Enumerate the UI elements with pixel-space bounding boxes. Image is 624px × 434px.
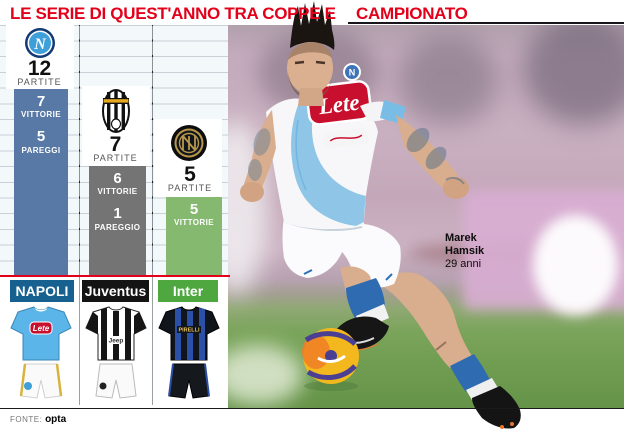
player-caption: Marek Hamsik 29 anni — [445, 232, 484, 271]
inter-vittorie-label: VITTORIE — [174, 218, 214, 228]
player-age: 29 anni — [445, 258, 482, 270]
napoli-partite-value: 12 — [27, 57, 52, 80]
inter-vittorie-value: 5 — [189, 201, 199, 218]
inter-partite-label: PARTITE — [167, 183, 213, 193]
svg-text:Lete: Lete — [33, 324, 50, 333]
napoli-bar: 7 VITTORIE 5 PAREGGI — [14, 89, 68, 277]
team-label-juventus: Juventus — [82, 280, 149, 302]
crowd-blur — [523, 25, 624, 125]
napoli-vittorie-label: VITTORIE — [21, 110, 61, 120]
inter-jersey: PIRELLI — [158, 306, 220, 399]
napoli-pareggi-value: 5 — [36, 128, 46, 146]
source-credit: FONTE: opta — [10, 414, 66, 425]
grass-light-blur — [228, 345, 303, 405]
juventus-vittorie-label: VITTORIE — [97, 187, 138, 197]
svg-text:N: N — [33, 36, 47, 53]
source-label: FONTE: — [10, 415, 43, 424]
source-value: opta — [45, 414, 67, 425]
ad-letter-blur — [533, 215, 618, 315]
player-first-name: Marek — [445, 232, 477, 244]
inter-partite-value: 5 — [184, 163, 196, 186]
stadium-photo — [228, 25, 624, 409]
juventus-crest-icon — [102, 89, 130, 133]
napoli-pareggi-label: PAREGGI — [21, 145, 61, 155]
team-label-inter: Inter — [158, 280, 218, 302]
juventus-bar: 6 VITTORIE 1 PAREGGIO — [89, 166, 146, 277]
chart-baseline — [0, 275, 230, 277]
column-separator — [152, 25, 153, 277]
juventus-pareggio-value: 1 — [113, 205, 122, 223]
page-title-right: CAMPIONATO — [356, 4, 468, 23]
svg-text:PIRELLI: PIRELLI — [178, 328, 200, 334]
napoli-jersey: Lete — [10, 306, 72, 399]
photo-top-border — [348, 22, 624, 24]
juventus-partite-label: PARTITE — [93, 153, 138, 163]
inter-bar: 5 VITTORIE — [166, 197, 222, 277]
crowd-blur — [398, 35, 498, 125]
column-separator — [79, 25, 80, 277]
napoli-partite-label: PARTITE — [17, 77, 62, 87]
svg-text:Jeep: Jeep — [109, 338, 124, 345]
page-title-left: LE SERIE DI QUEST'ANNO TRA COPPE E — [10, 4, 336, 23]
player-last-name: Hamsik — [445, 245, 485, 257]
juventus-pareggio-label: PAREGGIO — [94, 222, 141, 232]
inter-crest-icon — [171, 125, 207, 161]
column-separator-lower — [79, 277, 80, 405]
team-label-napoli: NAPOLI — [10, 280, 74, 302]
juventus-vittorie-value: 6 — [113, 170, 122, 187]
column-separator-lower — [152, 277, 153, 405]
napoli-crest-icon: N — [25, 28, 55, 58]
juventus-jersey: Jeep — [85, 306, 147, 399]
napoli-vittorie-value: 7 — [36, 93, 46, 110]
crowd-blur — [258, 30, 378, 115]
footer-divider — [0, 408, 624, 409]
juventus-partite-value: 7 — [109, 133, 122, 156]
